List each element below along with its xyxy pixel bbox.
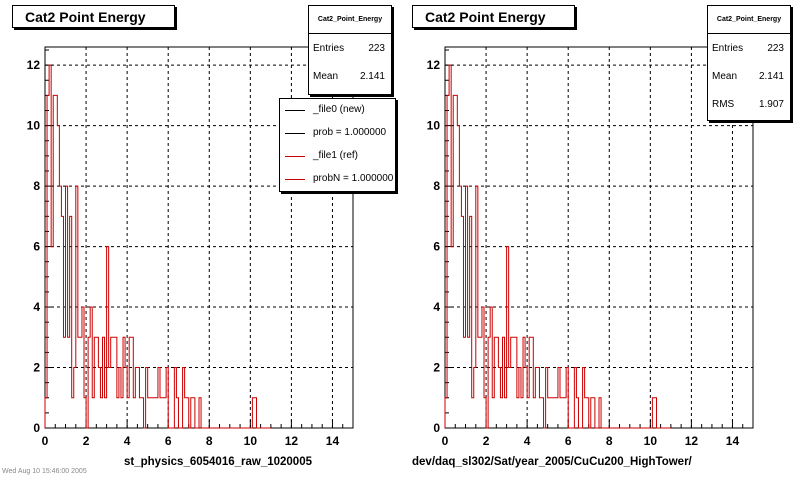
y-tick-label: 12 — [27, 58, 41, 72]
legend-line-swatch — [285, 133, 305, 134]
x-tick-label: 4 — [124, 434, 131, 448]
left-stats-entries-row: Entries 223 — [309, 34, 391, 62]
left-stats-name: Cat2_Point_Energy — [309, 6, 391, 34]
right-histogram-pad: 0 2 4 6 8 10 12 14 0 2 4 6 8 10 12 Cat2 Point Energy C… — [400, 0, 800, 480]
mean-value: 2.141 — [758, 71, 784, 82]
left-title: Cat2 Point Energy — [25, 9, 146, 25]
right-stats-rms-row: RMS 1.907 — [708, 90, 790, 118]
x-tick-label: 14 — [326, 434, 340, 448]
y-tick-label: 4 — [33, 300, 40, 314]
legend-label: prob = 1.000000 — [313, 127, 387, 138]
y-tick-label: 12 — [427, 58, 441, 72]
legend-entry-prob: prob = 1.000000 — [280, 122, 395, 145]
x-tick-label: 2 — [83, 434, 90, 448]
timestamp-stamp: Wed Aug 10 15:46:00 2005 — [2, 468, 87, 475]
entries-label: Entries — [712, 43, 744, 54]
legend-line-swatch — [285, 156, 305, 157]
legend-entry-ref: _file1 (ref) — [280, 145, 395, 168]
y-tick-label: 2 — [33, 361, 40, 375]
x-tick-label: 12 — [685, 434, 699, 448]
y-tick-label: 6 — [433, 240, 440, 254]
x-tick-label: 4 — [524, 434, 531, 448]
x-tick-label: 10 — [644, 434, 658, 448]
mean-label: Mean — [313, 71, 339, 82]
x-tick-label: 8 — [206, 434, 213, 448]
legend-label: _file0 (new) — [313, 104, 365, 115]
right-stats-box: Cat2_Point_Energy Entries 223 Mean 2.141… — [707, 5, 791, 121]
right-title: Cat2 Point Energy — [425, 9, 546, 25]
y-tick-label: 2 — [433, 361, 440, 375]
histogram-series-line — [444, 64, 671, 429]
histogram-series-line — [44, 64, 271, 429]
right-stats-mean-row: Mean 2.141 — [708, 62, 790, 90]
right-histogram-plot: 0 2 4 6 8 10 12 14 0 2 4 6 8 10 12 — [427, 46, 754, 448]
legend-line-swatch — [285, 110, 305, 111]
x-tick-label: 10 — [244, 434, 258, 448]
y-tick-label: 10 — [27, 119, 41, 133]
y-tick-label: 6 — [33, 240, 40, 254]
left-histogram-plot: 0 2 4 6 8 10 12 14 0 2 4 6 8 10 12 — [27, 46, 354, 448]
mean-label: Mean — [712, 71, 738, 82]
legend-line-swatch — [285, 179, 305, 180]
left-stats-box: Cat2_Point_Energy Entries 223 Mean 2.141 — [308, 5, 392, 95]
y-tick-label: 8 — [33, 179, 40, 193]
rms-value: 1.907 — [758, 99, 784, 110]
rms-label: RMS — [712, 99, 735, 110]
entries-value: 223 — [767, 43, 784, 54]
y-tick-label: 4 — [433, 300, 440, 314]
legend-label: _file1 (ref) — [313, 150, 359, 161]
y-tick-label: 8 — [433, 179, 440, 193]
entries-value: 223 — [368, 43, 385, 54]
legend-label: probN = 1.000000 — [313, 173, 394, 184]
x-tick-label: 8 — [606, 434, 613, 448]
x-tick-label: 0 — [42, 434, 49, 448]
y-tick-label: 0 — [33, 421, 40, 435]
right-stats-entries-row: Entries 223 — [708, 34, 790, 62]
left-histogram-pad: 0 2 4 6 8 10 12 14 0 2 4 6 8 10 12 Cat2 Point Energy C… — [12, 5, 396, 468]
legend-entry-new: _file0 (new) — [280, 99, 395, 122]
right-title-box: Cat2 Point Energy — [412, 5, 575, 28]
x-tick-label: 0 — [442, 434, 449, 448]
x-tick-label: 14 — [726, 434, 740, 448]
left-x-axis-label: st_physics_6054016_raw_1020005 — [124, 456, 312, 468]
legend-box: _file0 (new) prob = 1.000000 _file1 (ref… — [279, 98, 396, 192]
legend-entry-probn: probN = 1.000000 — [280, 168, 395, 191]
right-stats-name: Cat2_Point_Energy — [708, 6, 790, 34]
left-title-box: Cat2 Point Energy — [12, 5, 175, 28]
x-tick-label: 12 — [285, 434, 299, 448]
x-tick-label: 2 — [483, 434, 490, 448]
entries-label: Entries — [313, 43, 345, 54]
x-tick-label: 6 — [165, 434, 172, 448]
right-x-axis-label: dev/daq_sl302/Sat/year_2005/CuCu200_High… — [412, 456, 692, 468]
x-tick-label: 6 — [565, 434, 572, 448]
left-stats-mean-row: Mean 2.141 — [309, 62, 391, 90]
y-tick-label: 0 — [433, 421, 440, 435]
mean-value: 2.141 — [359, 71, 385, 82]
y-tick-label: 10 — [427, 119, 441, 133]
